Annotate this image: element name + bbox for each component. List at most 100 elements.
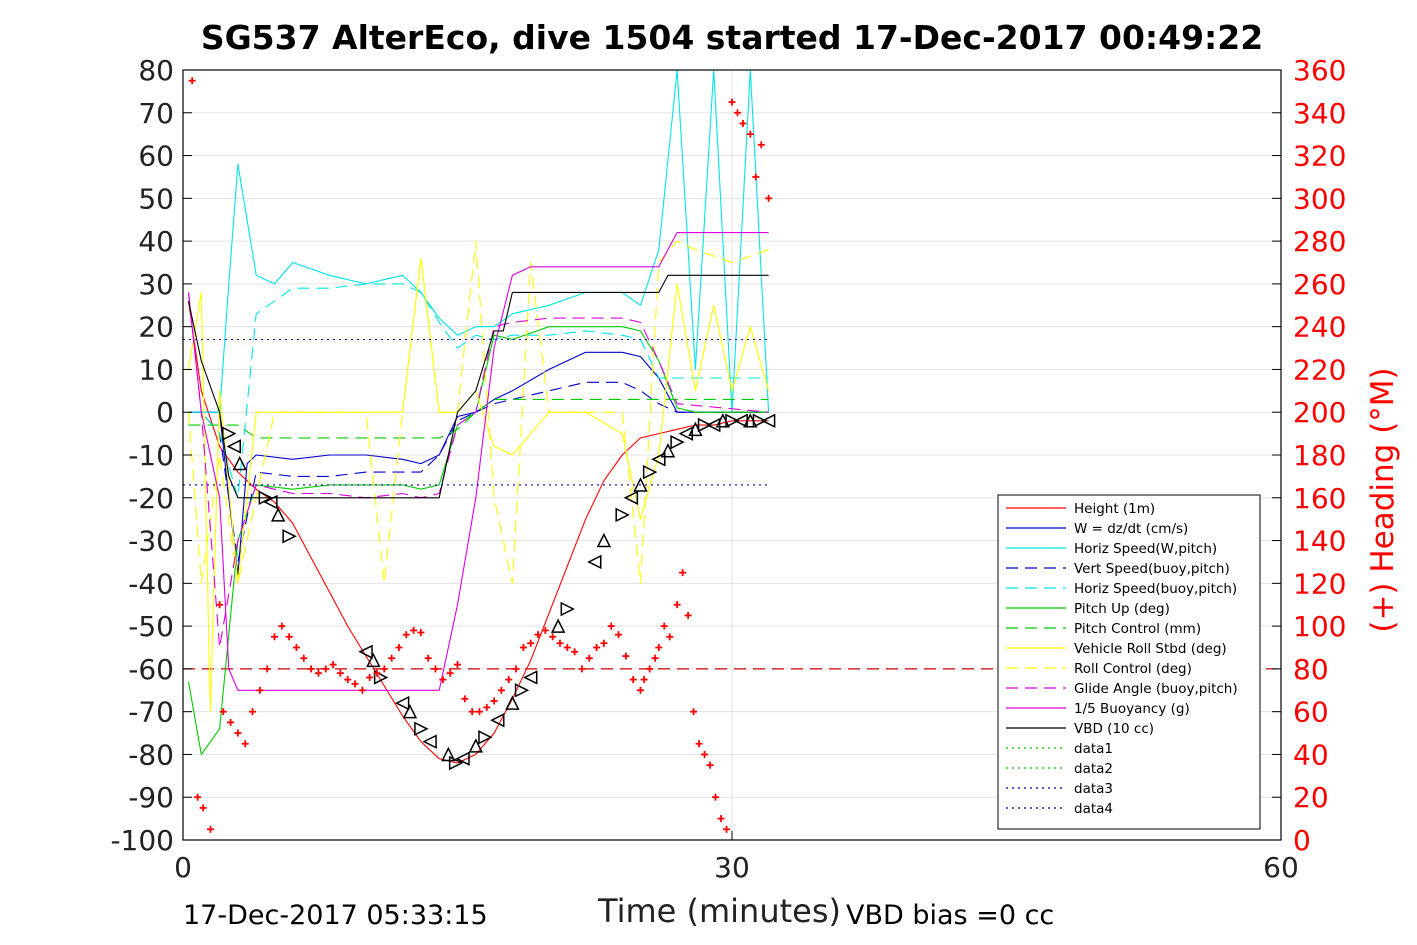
legend-label: data1 [1074,741,1113,757]
vbd-marker [478,730,493,745]
heading-point [329,661,337,669]
heading-point [475,708,483,716]
left-tick-label: 30 [138,268,174,301]
right-tick-label: 20 [1293,781,1329,814]
heading-point [300,654,308,662]
legend-label: Height (1m) [1074,501,1155,517]
heading-point [585,654,593,662]
vbd-marker [670,434,685,450]
heading-point [483,703,491,711]
vbd-marker [623,490,639,505]
heading-point [432,665,440,673]
heading-point [505,676,513,684]
vbd-markers [222,413,776,771]
vbd-marker [258,490,274,505]
heading-point [765,194,773,202]
heading-point [593,644,601,651]
right-tick-label: 100 [1293,610,1346,643]
x-tick-label: 0 [174,851,192,884]
vbd-marker [651,452,666,467]
left-tick-label: 10 [138,353,174,386]
heading-point [380,665,388,673]
heading-point [271,633,278,641]
heading-point [746,130,754,138]
vbd-marker [760,413,776,428]
left-tick-label: 60 [138,140,174,173]
vbd-marker [752,413,768,428]
right-tick-label: 260 [1293,268,1346,301]
left-tick-label: -40 [128,567,174,600]
heading-point [549,633,557,641]
vbd-marker [270,507,286,522]
left-tick-label: -10 [128,439,174,472]
vbd-marker [697,417,713,433]
vbd-marker [514,683,530,698]
heading-point [666,633,674,641]
heading-point [655,644,663,651]
heading-point [684,611,692,619]
vbd-marker [232,455,247,471]
heading-point [199,804,207,812]
heading-point [651,654,659,662]
heading-point [366,673,374,681]
vbd-marker [448,755,464,771]
series-line-pitch-control-mm [188,398,769,439]
heading-point [468,708,476,716]
heading-point [695,740,703,748]
vbd-marker [642,464,658,480]
vbd-marker [490,713,505,728]
left-tick-label: 40 [138,225,174,258]
heading-point [461,695,469,703]
heading-points [188,77,773,833]
vbd-marker [678,426,693,441]
chart-title: SG537 AlterEco, dive 1504 started 17-Dec… [200,18,1264,57]
heading-point [640,676,648,684]
heading-point [534,631,542,639]
series-line-glide-angle-buoy-pitch [187,292,769,649]
legend-label: data2 [1074,761,1113,777]
heading-point [519,644,527,651]
heading-point [417,629,425,637]
right-tick-label: 140 [1293,525,1346,558]
right-tick-label: 240 [1293,311,1346,344]
legend-label: Vehicle Roll Stbd (deg) [1074,641,1227,657]
right-tick-label: 120 [1293,567,1346,600]
vbd-marker [358,644,373,659]
heading-point [344,676,352,684]
vbd-marker [282,529,297,544]
heading-point [292,644,300,651]
legend-box [997,494,1261,830]
legend: Height (1m) W = dz/dt (cm/s) Horiz Speed(W… [997,494,1261,830]
heading-point [622,652,630,660]
heading-point [660,622,668,630]
left-tick-label: -60 [128,653,174,686]
vbd-marker [660,443,676,458]
heading-point [701,750,709,758]
right-tick-label: 160 [1293,482,1346,515]
right-axis-label: (+) Heading (°M) [1365,367,1401,633]
heading-point [373,669,381,677]
heading-point [637,686,644,694]
heading-point [490,697,498,705]
vbd-marker [441,746,456,762]
right-tick-label: 220 [1293,353,1346,386]
right-tick-label: 60 [1293,696,1329,729]
heading-point [717,815,725,823]
heading-point [571,648,579,656]
series-line-w-dz-dt-cm-s [188,351,769,576]
heading-point [723,825,731,833]
vbd-marker [550,618,566,633]
vbd-marker [505,695,520,710]
vbd-marker [725,413,740,428]
left-tick-label: 0 [156,396,174,429]
left-tick-label: -20 [128,482,174,515]
left-tick-label: 20 [138,311,174,344]
start-timestamp: 17-Dec-2017 05:33:15 [183,900,488,931]
heading-point [188,77,196,85]
left-tick-label: 50 [138,182,174,215]
legend-label: data4 [1074,801,1113,817]
heading-point [512,665,520,673]
heading-point [757,141,765,149]
left-tick-label: 80 [138,54,174,87]
heading-point [358,686,366,694]
